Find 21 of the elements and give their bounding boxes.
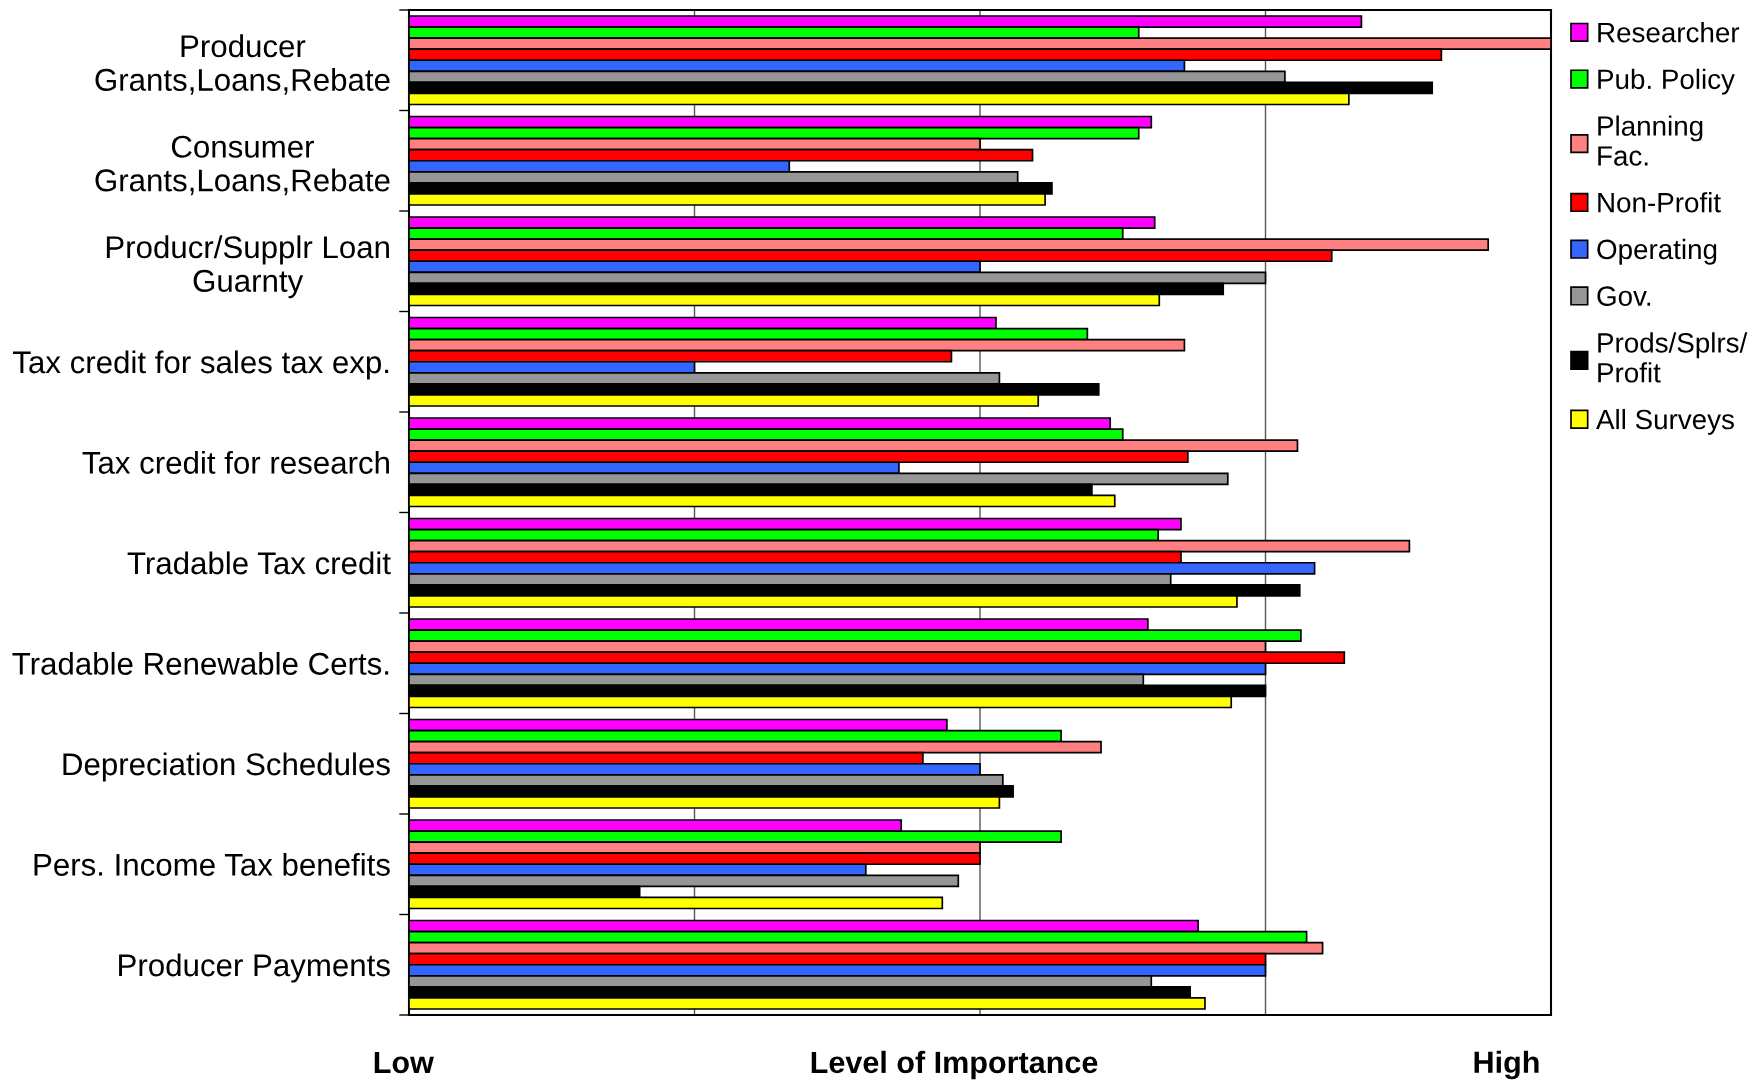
y-tick-label: Producr/Supplr Loan Guarnty: [106, 235, 389, 299]
legend-label: Operating: [1597, 238, 1717, 265]
text: Low: [374, 1051, 434, 1074]
legend-label: All Surveys: [1596, 408, 1734, 435]
y-tick-label: Pers. Income Tax benefits: [34, 852, 390, 876]
legend-label: Planning Fac.: [1598, 115, 1703, 166]
legend-label: Non-Profit: [1598, 192, 1721, 213]
y-tick-label: Tradable Renewable Certs.: [12, 651, 389, 675]
legend-label: Researcher: [1598, 22, 1740, 43]
legend-label: Gov.: [1597, 286, 1651, 306]
y-tick-label: Tax credit for sales tax exp.: [13, 350, 389, 380]
y-tick-label: Producer Payments: [119, 953, 390, 983]
legend-label: Pub. Policy: [1598, 68, 1735, 95]
text: High: [1474, 1050, 1539, 1080]
y-tick-label: Producer Grants,Loans,Rebate: [95, 34, 390, 95]
x-axis-title: Level of Importance: [811, 1050, 1098, 1080]
y-tick-label: Tradable Tax credit: [127, 551, 391, 575]
y-tick-label: Depreciation Schedules: [63, 752, 390, 782]
y-tick-label: Consumer Grants,Loans,Rebate: [95, 135, 390, 196]
y-tick-label: Tax credit for research: [82, 450, 389, 474]
legend-label: Prods/Splrs/Profit: [1598, 332, 1748, 383]
